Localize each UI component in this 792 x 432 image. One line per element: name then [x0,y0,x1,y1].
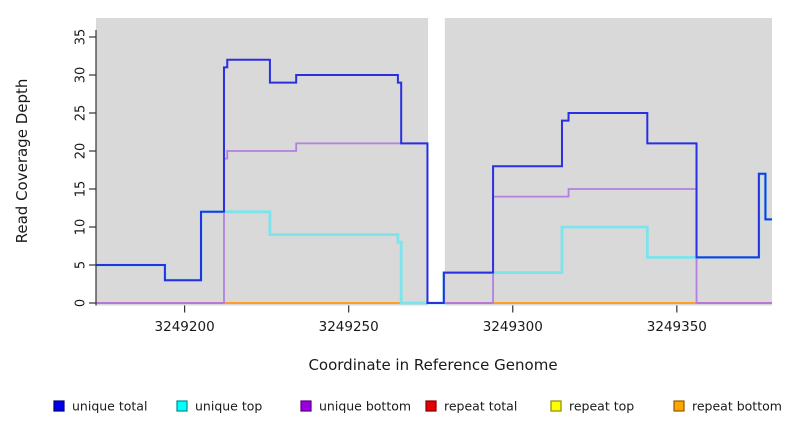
y-tick-label: 20 [74,143,89,160]
plot-panels [96,18,772,306]
series-line-unique-total [96,58,772,304]
y-tick-label: 0 [74,299,89,307]
axes: 0 5 10 15 20 25 30 35 3249200 3249250 3249300 32493… [74,29,707,335]
legend-swatch-repeat-top [550,400,562,412]
legend-label-unique-total: unique total [72,399,147,414]
legend-swatch-repeat-bottom [673,400,685,412]
legend-swatch-unique-bottom [300,400,312,412]
y-tick-label: 35 [74,29,89,46]
legend-swatch-unique-top [176,400,188,412]
panel-left [96,18,429,306]
x-axis-title: Coordinate in Reference Genome [308,356,557,374]
legend-label-repeat-bottom: repeat bottom [692,399,782,414]
legend-label-repeat-total: repeat total [444,399,517,414]
x-tick-label: 3249300 [483,319,543,335]
y-axis-title: Read Coverage Depth [13,79,31,244]
legend: unique total unique top unique bottom repea… [53,399,782,414]
y-tick-label: 15 [74,181,89,198]
y-tick-label: 30 [74,67,89,84]
y-tick-label: 25 [74,105,89,122]
legend-swatch-unique-total [53,400,65,412]
x-tick-label: 3249350 [647,319,707,335]
y-tick-label: 5 [74,261,89,269]
y-tick-label: 10 [74,219,89,236]
legend-label-unique-top: unique top [195,399,262,414]
data-series [96,58,772,305]
x-tick-label: 3249200 [155,319,215,335]
legend-label-repeat-top: repeat top [569,399,634,414]
x-tick-label: 3249250 [319,319,379,335]
legend-swatch-repeat-total [425,400,437,412]
legend-label-unique-bottom: unique bottom [319,399,411,414]
